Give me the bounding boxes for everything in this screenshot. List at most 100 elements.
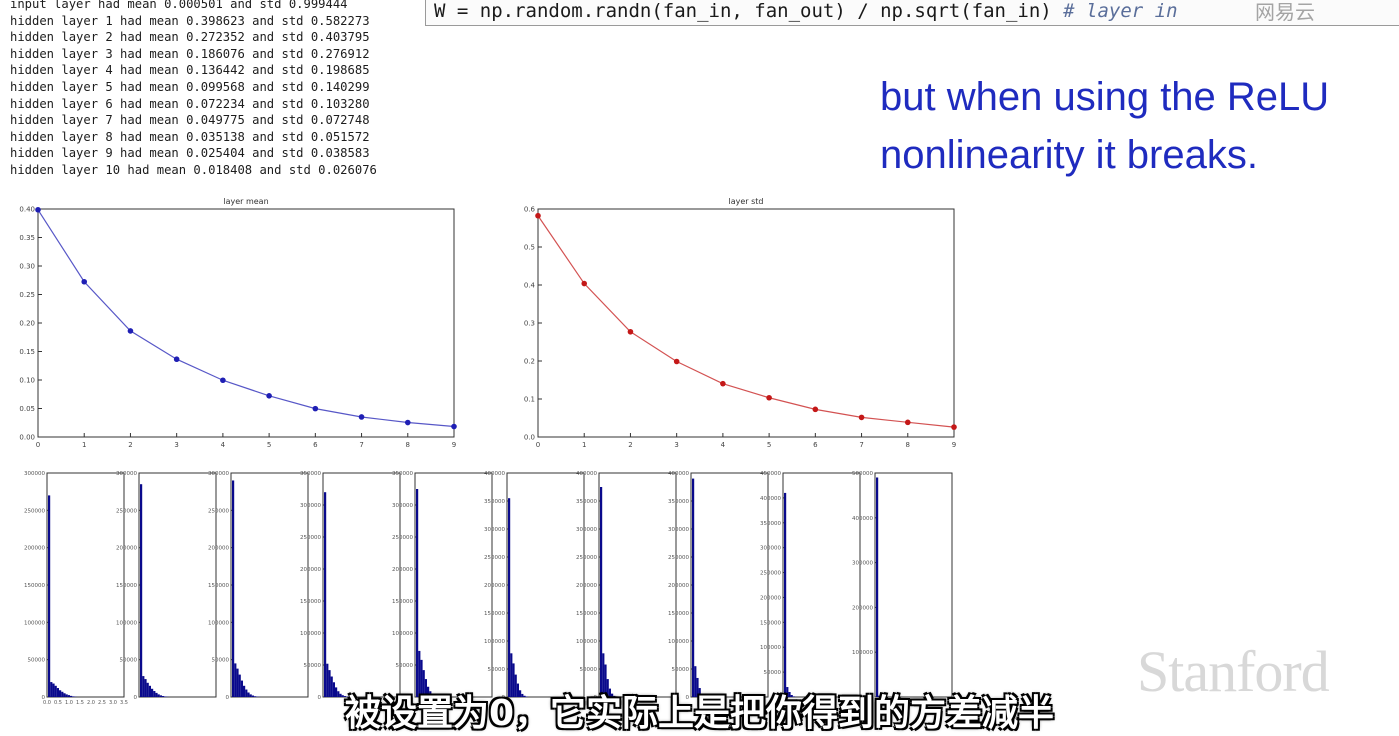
histogram-frame: [599, 473, 676, 697]
layer-std-xtick-label: 0: [536, 441, 540, 449]
layer-std-point: [951, 424, 957, 430]
histogram-ytick-label: 200000: [116, 546, 137, 552]
layer-std-ytick-label: 0.2: [524, 358, 535, 366]
histogram-bar: [324, 492, 326, 697]
histogram-ytick-label: 400000: [760, 496, 781, 502]
histogram-ytick-label: 400000: [668, 471, 689, 477]
histogram-ytick-label: 100000: [24, 620, 45, 626]
histogram-ytick-label: 400000: [484, 471, 505, 477]
histogram-ytick-label: 50000: [120, 658, 138, 664]
histogram-ytick-label: 300000: [208, 471, 229, 477]
histogram-ytick-label: 50000: [764, 670, 782, 676]
histogram-ytick-label: 250000: [116, 508, 137, 514]
layer-std-xtick-label: 3: [674, 441, 678, 449]
layer-mean-xtick-label: 9: [452, 441, 456, 449]
histogram-ytick-label: 250000: [392, 535, 413, 541]
histogram-frame: [47, 473, 124, 697]
histogram-ytick-label: 350000: [760, 521, 781, 527]
histogram-ytick-label: 150000: [24, 583, 45, 589]
layer-std-ytick-label: 0.6: [524, 206, 536, 214]
layer-mean-point: [405, 420, 411, 426]
layer-mean-frame: [38, 209, 454, 437]
layer-std-point: [766, 395, 772, 401]
histogram-ytick-label: 250000: [484, 555, 505, 561]
histogram-ytick-label: 50000: [488, 667, 506, 673]
layer-mean-point: [128, 328, 134, 334]
histogram-ytick-label: 100000: [392, 631, 413, 637]
layer-std-xtick-label: 5: [767, 441, 771, 449]
histogram-ytick-label: 150000: [576, 611, 597, 617]
histogram-ytick-label: 100000: [116, 620, 137, 626]
histogram-ytick-label: 200000: [208, 546, 229, 552]
layer-mean-ytick-label: 0.25: [19, 291, 35, 299]
layer-std-frame: [538, 209, 954, 437]
histogram-bar: [508, 498, 510, 697]
histogram-ytick-label: 350000: [392, 471, 413, 477]
layer-mean-xtick-label: 2: [128, 441, 132, 449]
layer-mean-ytick-label: 0.20: [19, 320, 35, 328]
layer-mean-ytick-label: 0.15: [19, 348, 35, 356]
histogram-ytick-label: 400000: [852, 516, 873, 522]
histogram-bar: [140, 484, 142, 697]
histogram-ytick-label: 200000: [852, 605, 873, 611]
layer-mean-ytick-label: 0.35: [19, 234, 35, 242]
histogram-ytick-label: 200000: [484, 583, 505, 589]
histogram-ytick-label: 50000: [304, 663, 322, 669]
layer-std-xtick-label: 7: [859, 441, 863, 449]
histogram-ytick-label: 150000: [668, 611, 689, 617]
histogram-ytick-label: 50000: [580, 667, 598, 673]
layer-std-point: [581, 281, 587, 287]
layer-mean-xtick-label: 8: [406, 441, 410, 449]
layer-std-ytick-label: 0.1: [524, 396, 535, 404]
histogram-ytick-label: 250000: [24, 508, 45, 514]
layer-mean-xtick-label: 5: [267, 441, 271, 449]
layer-std-xtick-label: 2: [628, 441, 632, 449]
layer-std-ytick-label: 0.5: [524, 244, 535, 252]
histogram-ytick-label: 300000: [24, 471, 45, 477]
histogram-ytick-label: 100000: [484, 639, 505, 645]
layer-mean-point: [359, 414, 365, 420]
layer-mean-point: [174, 356, 180, 362]
histogram-ytick-label: 350000: [576, 499, 597, 505]
histogram-ytick-label: 200000: [760, 595, 781, 601]
histogram-7: 0500001000001500002000002500003000003500…: [576, 471, 676, 701]
histogram-ytick-label: 300000: [852, 561, 873, 567]
histogram-bar: [600, 487, 602, 697]
histogram-ytick-label: 250000: [760, 571, 781, 577]
histogram-ytick-label: 250000: [208, 508, 229, 514]
histogram-ytick-label: 300000: [484, 527, 505, 533]
histogram-ytick-label: 50000: [396, 663, 414, 669]
histogram-ytick-label: 100000: [300, 631, 321, 637]
histogram-ytick-label: 450000: [760, 471, 781, 477]
histogram-ytick-label: 100000: [576, 639, 597, 645]
layer-mean-ytick-label: 0.10: [19, 377, 35, 385]
layer-mean-title: layer mean: [223, 197, 268, 206]
histogram-8: 0500001000001500002000002500003000003500…: [668, 471, 768, 701]
histogram-frame: [875, 473, 952, 697]
layer-mean-point: [266, 393, 272, 399]
histogram-4: 0500001000001500002000002500003000003500…: [300, 471, 400, 701]
histogram-ytick-label: 400000: [576, 471, 597, 477]
histogram-9: 0500001000001500002000002500003000003500…: [760, 471, 860, 701]
layer-std-ytick-label: 0.4: [524, 282, 536, 290]
layer-mean-ytick-label: 0.30: [19, 263, 35, 271]
histogram-ytick-label: 200000: [668, 583, 689, 589]
layer-mean-point: [35, 207, 41, 213]
histogram-ytick-label: 50000: [28, 658, 46, 664]
layer-mean-ytick-label: 0.40: [19, 206, 35, 214]
histogram-ytick-label: 350000: [484, 499, 505, 505]
histogram-ytick-label: 150000: [484, 611, 505, 617]
histogram-frame: [231, 473, 308, 697]
histogram-frame: [783, 473, 860, 697]
layer-mean-ytick-label: 0.00: [19, 434, 35, 442]
histogram-ytick-label: 50000: [212, 658, 230, 664]
histogram-5: 0500001000001500002000002500003000003500…: [392, 471, 492, 701]
histogram-bar: [784, 493, 786, 697]
histogram-ytick-label: 100000: [668, 639, 689, 645]
layer-std-point: [535, 213, 541, 219]
